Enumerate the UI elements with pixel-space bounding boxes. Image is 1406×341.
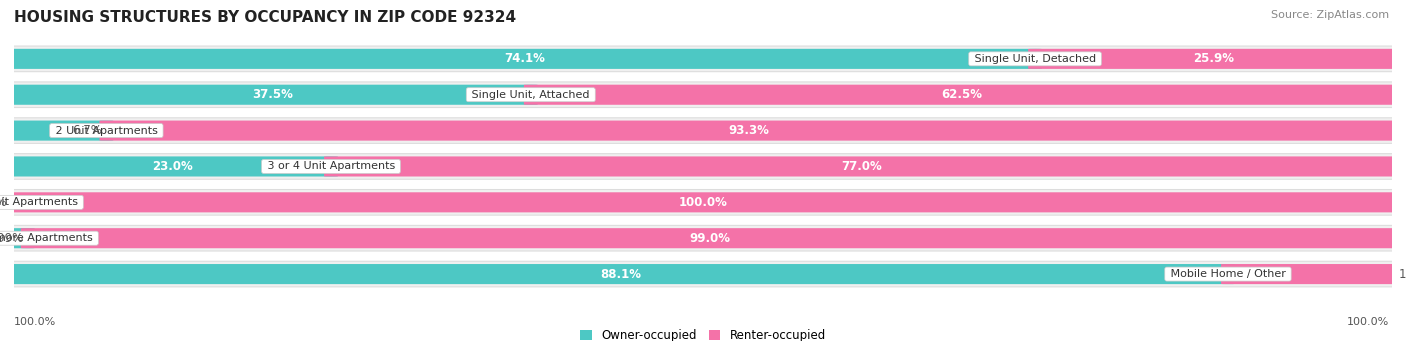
FancyBboxPatch shape [7, 121, 114, 140]
FancyBboxPatch shape [7, 192, 1399, 212]
FancyBboxPatch shape [0, 154, 1406, 179]
Legend: Owner-occupied, Renter-occupied: Owner-occupied, Renter-occupied [575, 324, 831, 341]
FancyBboxPatch shape [7, 49, 1042, 69]
Text: 23.0%: 23.0% [152, 160, 193, 173]
Text: 6.7%: 6.7% [72, 124, 103, 137]
Text: 100.0%: 100.0% [679, 196, 727, 209]
Text: 93.3%: 93.3% [728, 124, 769, 137]
Text: 2 Unit Apartments: 2 Unit Apartments [52, 125, 162, 136]
Text: HOUSING STRUCTURES BY OCCUPANCY IN ZIP CODE 92324: HOUSING STRUCTURES BY OCCUPANCY IN ZIP C… [14, 10, 516, 25]
FancyBboxPatch shape [7, 85, 537, 105]
FancyBboxPatch shape [7, 264, 1234, 284]
FancyBboxPatch shape [100, 121, 1399, 140]
Text: 0.99%: 0.99% [0, 232, 24, 245]
Text: Source: ZipAtlas.com: Source: ZipAtlas.com [1271, 10, 1389, 20]
FancyBboxPatch shape [7, 228, 35, 248]
FancyBboxPatch shape [0, 190, 1406, 215]
FancyBboxPatch shape [1028, 49, 1399, 69]
FancyBboxPatch shape [21, 228, 1399, 248]
Text: 37.5%: 37.5% [252, 88, 292, 101]
Text: Single Unit, Detached: Single Unit, Detached [970, 54, 1099, 64]
Text: Single Unit, Attached: Single Unit, Attached [468, 90, 593, 100]
FancyBboxPatch shape [0, 118, 1406, 144]
Text: 100.0%: 100.0% [1347, 317, 1389, 327]
Text: 25.9%: 25.9% [1194, 53, 1234, 65]
Text: 74.1%: 74.1% [505, 53, 546, 65]
Text: 0.0%: 0.0% [0, 196, 7, 209]
FancyBboxPatch shape [0, 46, 1406, 72]
Text: Mobile Home / Other: Mobile Home / Other [1167, 269, 1289, 279]
Text: 77.0%: 77.0% [841, 160, 882, 173]
FancyBboxPatch shape [1220, 264, 1399, 284]
FancyBboxPatch shape [0, 261, 1406, 287]
FancyBboxPatch shape [0, 82, 1406, 107]
Text: 11.9%: 11.9% [1399, 268, 1406, 281]
Text: 3 or 4 Unit Apartments: 3 or 4 Unit Apartments [263, 162, 398, 172]
Text: 10 or more Apartments: 10 or more Apartments [0, 233, 97, 243]
Text: 62.5%: 62.5% [941, 88, 981, 101]
Text: 99.0%: 99.0% [689, 232, 730, 245]
Text: 88.1%: 88.1% [600, 268, 641, 281]
Text: 100.0%: 100.0% [14, 317, 56, 327]
FancyBboxPatch shape [524, 85, 1399, 105]
FancyBboxPatch shape [0, 225, 1406, 251]
FancyBboxPatch shape [7, 157, 337, 177]
Text: 5 to 9 Unit Apartments: 5 to 9 Unit Apartments [0, 197, 82, 207]
FancyBboxPatch shape [325, 157, 1399, 177]
